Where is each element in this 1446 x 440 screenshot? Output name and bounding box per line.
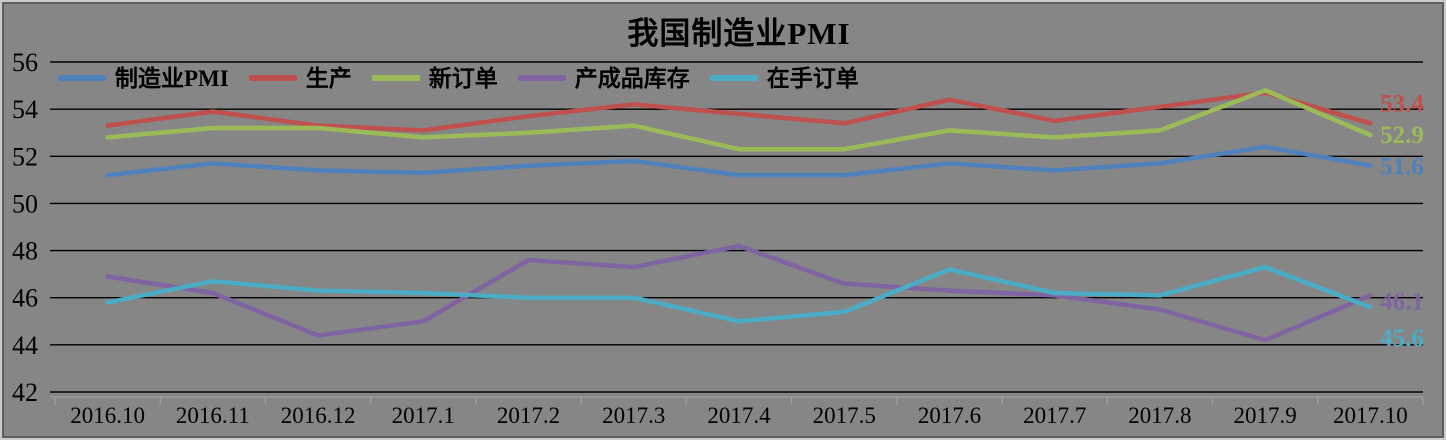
legend-label-finished-goods-inventory: 产成品库存 [574, 65, 690, 91]
x-axis-category-label: 2017.7 [1023, 403, 1086, 428]
data-label-finished-goods-inventory: 46.1 [1380, 288, 1424, 315]
legend-swatch-backlog-orders [709, 75, 758, 81]
legend-swatch-new-orders [371, 75, 420, 81]
legend-swatch-production [248, 75, 297, 81]
x-axis-category-label: 2017.5 [813, 403, 876, 428]
y-axis-tick-label: 48 [12, 237, 38, 266]
series-line-finished-goods-inventory [105, 243, 1373, 343]
y-axis-tick-label: 42 [12, 378, 38, 407]
x-axis-category-label: 2016.12 [281, 403, 356, 428]
y-axis-tick-label: 50 [12, 189, 38, 218]
series-line-production [105, 90, 1373, 133]
y-axis-tick-label: 46 [12, 284, 38, 313]
data-label-backlog-orders: 45.6 [1380, 325, 1424, 352]
y-axis-tick-label: 54 [12, 95, 38, 124]
y-axis-tick-label: 52 [12, 142, 38, 171]
data-label-production: 53.4 [1380, 90, 1424, 117]
y-axis-tick-label: 44 [12, 331, 38, 360]
data-label-pmi: 51.6 [1380, 154, 1424, 181]
legend-swatch-finished-goods-inventory [517, 75, 566, 81]
legend-item-production: 生产 [248, 65, 352, 91]
data-label-new-orders: 52.9 [1380, 122, 1424, 149]
x-axis-category-label: 2017.10 [1333, 403, 1408, 428]
legend-item-backlog-orders: 在手订单 [709, 65, 859, 91]
legend-label-new-orders: 新订单 [428, 65, 498, 91]
legend-label-production: 生产 [305, 65, 352, 91]
x-axis-category-label: 2017.4 [707, 403, 771, 428]
y-axis-tick-label: 56 [12, 48, 38, 77]
chart-title: 我国制造业PMI [627, 16, 851, 51]
series-line-new-orders [105, 88, 1373, 152]
series-line-backlog-orders [105, 264, 1373, 324]
legend-label-pmi: 制造业PMI [115, 65, 229, 91]
legend-item-pmi: 制造业PMI [58, 67, 229, 90]
x-axis-category-label: 2017.8 [1128, 403, 1191, 428]
x-axis-category-label: 2017.1 [392, 403, 455, 428]
chart-legend: 制造业PMI 生产 新订单 产成品库存 在手订单 [58, 64, 859, 92]
x-axis-category-label: 2017.9 [1234, 403, 1297, 428]
legend-label-backlog-orders: 在手订单 [766, 65, 859, 91]
x-axis-category-label: 2016.10 [70, 403, 145, 428]
x-axis-category-label: 2017.6 [918, 403, 981, 428]
series-line-pmi [105, 144, 1373, 178]
legend-item-new-orders: 新订单 [371, 65, 498, 91]
x-axis-category-label: 2017.3 [602, 403, 665, 428]
legend-item-finished-goods-inventory: 产成品库存 [517, 65, 690, 91]
x-axis-category-label: 2016.11 [176, 403, 250, 428]
x-axis-category-label: 2017.2 [497, 403, 560, 428]
legend-swatch-pmi [58, 75, 106, 81]
